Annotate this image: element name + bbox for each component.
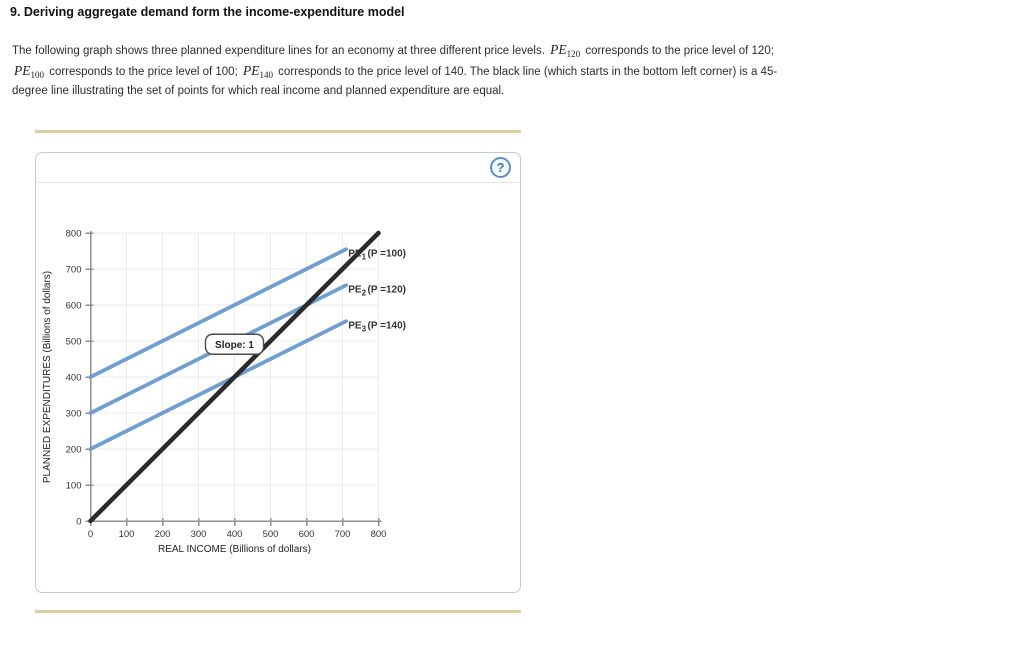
y-tick-label: 400 (66, 373, 82, 384)
deg45-line (88, 230, 381, 524)
help-button[interactable]: ? (490, 157, 511, 178)
question-title: 9. Deriving aggregate demand form the in… (10, 5, 405, 19)
slope-annotation-box (204, 333, 265, 355)
pe3-label: PE3 (P =140) (348, 321, 406, 334)
pe1-label: PE1 (P =100) (348, 249, 406, 262)
y-tick-label: 300 (66, 409, 82, 420)
graph-panel: ? 0 100 200 300 400 500 600 700 800 0 100 200 300 400… (35, 152, 521, 593)
y-tick-label: 700 (66, 265, 82, 276)
section-divider-bottom (35, 610, 521, 613)
x-tick-label: 400 (227, 529, 243, 540)
y-tick-label: 800 (66, 229, 82, 240)
x-tick-label: 200 (155, 529, 171, 540)
slope-annotation: Slope: 1 (204, 333, 265, 355)
y-tick-label: 0 (76, 517, 81, 528)
x-tick-label: 700 (335, 529, 351, 540)
math-term: PE140 (242, 63, 273, 80)
x-tick-label: 300 (191, 529, 207, 540)
y-tick-label: 500 (66, 337, 82, 348)
x-tick-labels: 0 100 200 300 400 500 600 700 800 (88, 529, 387, 540)
pe2-label: PE2 (P =120) (348, 285, 406, 298)
problem-text: The following graph shows three planned … (12, 39, 1002, 102)
pe3-line (88, 319, 349, 451)
x-tick-label: 0 (88, 529, 93, 540)
section-divider-top (35, 130, 521, 133)
math-term: PE120 (550, 42, 581, 59)
x-tick-label: 800 (371, 529, 387, 540)
y-tick-label: 600 (66, 301, 82, 312)
paragraph-line: The following graph shows three planned … (12, 42, 774, 59)
y-axis-title: PLANNED EXPENDITURES (Billions of dollar… (42, 271, 53, 483)
x-tick-label: 100 (119, 529, 135, 540)
y-tick-label: 100 (66, 481, 82, 492)
paragraph-line: degree line illustrating the set of poin… (12, 85, 505, 97)
y-tick-label: 200 (66, 445, 82, 456)
x-tick-label: 500 (263, 529, 279, 540)
pe1-line (88, 247, 349, 379)
math-term: PE100 (14, 63, 44, 80)
paragraph-line: PE100 corresponds to the price level of … (14, 63, 778, 80)
expenditure-chart: 0 100 200 300 400 500 600 700 800 0 100 200 300 400 50… (42, 229, 406, 556)
y-tick-labels: 0 100 200 300 400 500 600 700 800 (66, 229, 82, 528)
x-tick-label: 600 (299, 529, 315, 540)
panel-header: ? (36, 153, 520, 183)
x-axis-title: REAL INCOME (Billions of dollars) (158, 544, 311, 555)
slope-annotation-text: Slope: 1 (215, 340, 254, 351)
